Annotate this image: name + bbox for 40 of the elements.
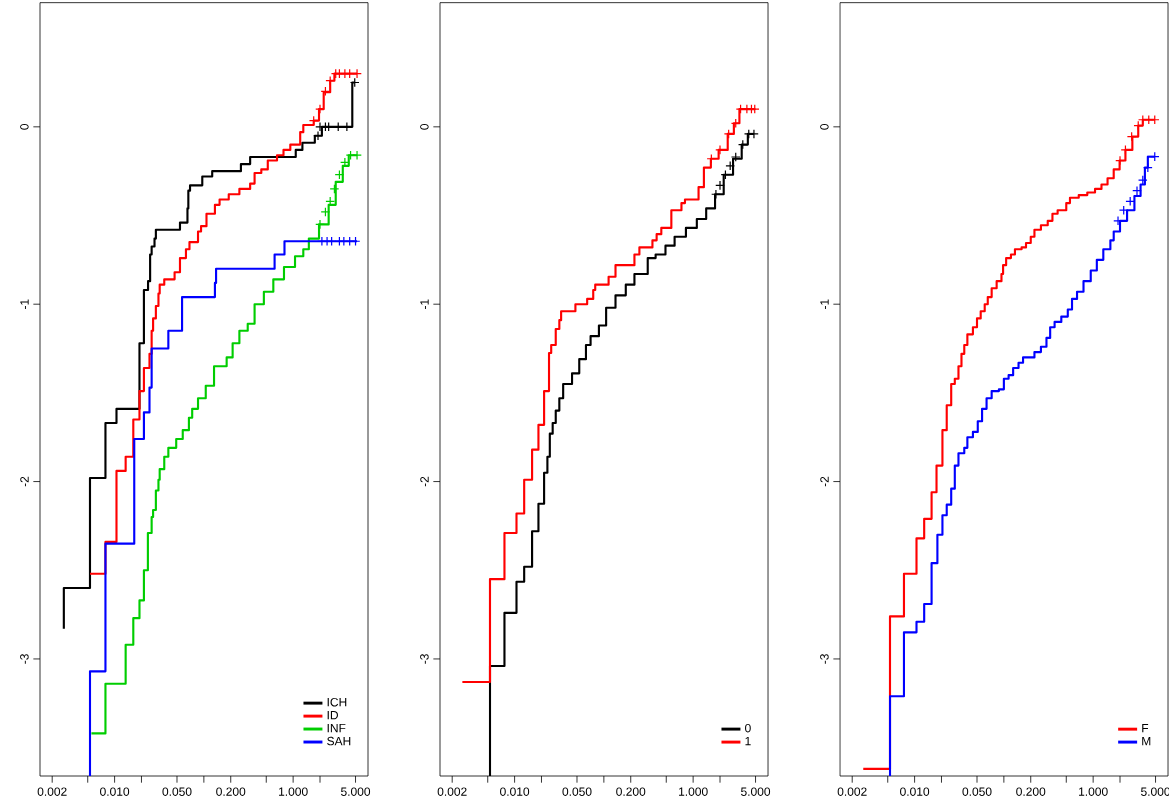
legend-label: ICH <box>327 697 347 707</box>
legend-label: 1 <box>745 736 751 746</box>
x-tick-label: 0.010 <box>100 787 130 796</box>
x-tick-label: 1.000 <box>279 787 308 796</box>
y-tick-label: -1 <box>20 299 29 309</box>
x-tick-label: 0.200 <box>616 787 646 796</box>
y-tick-label: -1 <box>820 299 829 309</box>
x-tick-label: 1.000 <box>1079 787 1108 796</box>
y-tick-label: 0 <box>820 123 829 130</box>
legend-label: ID <box>327 710 338 720</box>
y-tick-label: 0 <box>20 123 29 130</box>
legend-label: M <box>1142 736 1151 746</box>
point <box>1132 185 1142 196</box>
x-tick-label: 0.200 <box>216 787 246 796</box>
y-tick-label: 0 <box>420 123 429 130</box>
x-tick-label: 0.010 <box>900 787 930 796</box>
x-tick-label: 5.000 <box>340 787 371 796</box>
point <box>1137 175 1148 185</box>
legend-label: 0 <box>745 723 751 733</box>
x-tick-label: 0.050 <box>962 787 992 796</box>
y-tick-label: -2 <box>820 476 829 487</box>
x-tick-label: 0.010 <box>500 787 530 796</box>
legend-label: SAH <box>327 736 351 746</box>
x-tick-label: 0.002 <box>437 787 467 796</box>
y-tick-label: -2 <box>20 476 29 487</box>
x-tick-label: 0.050 <box>562 787 592 796</box>
legend-label: F <box>1142 724 1149 733</box>
y-tick-label: -3 <box>820 654 829 664</box>
point <box>1115 155 1125 166</box>
x-tick-label: 0.050 <box>162 787 192 796</box>
x-tick-label: 0.002 <box>37 787 67 796</box>
y-tick-label: -2 <box>420 476 429 487</box>
x-tick-label: 1.000 <box>679 787 708 796</box>
y-tick-label: -3 <box>420 654 429 664</box>
y-tick-label: -1 <box>420 299 429 309</box>
x-tick-label: 0.200 <box>1016 787 1046 796</box>
x-tick-label: 5.000 <box>741 787 771 796</box>
legend-label: INF <box>327 723 346 733</box>
y-tick-label: -3 <box>20 654 29 664</box>
x-tick-label: 0.002 <box>837 787 867 796</box>
